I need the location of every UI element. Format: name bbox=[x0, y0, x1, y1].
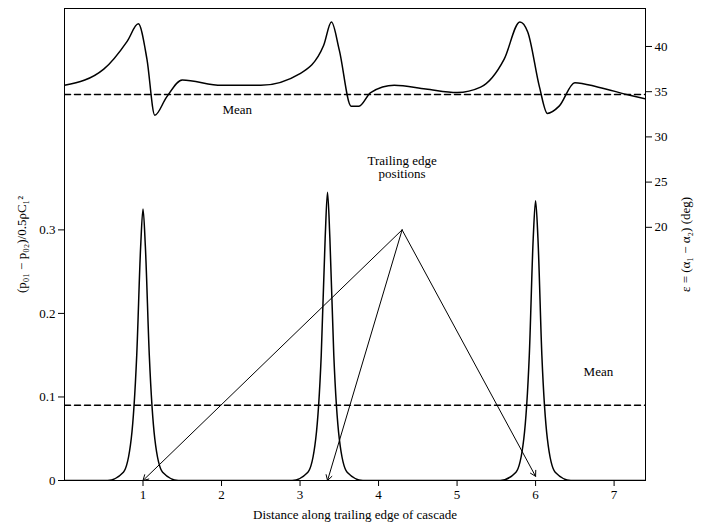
svg-text:30: 30 bbox=[655, 129, 668, 144]
svg-text:ε = (α₁ − α₂) (deg): ε = (α₁ − α₂) (deg) bbox=[678, 197, 693, 292]
svg-text:0: 0 bbox=[49, 473, 56, 488]
svg-text:Mean: Mean bbox=[584, 364, 614, 379]
svg-text:1: 1 bbox=[140, 487, 147, 502]
svg-text:2: 2 bbox=[218, 487, 225, 502]
svg-text:0.1: 0.1 bbox=[39, 389, 55, 404]
svg-text:0.2: 0.2 bbox=[39, 306, 55, 321]
svg-text:Trailing edgepositions: Trailing edgepositions bbox=[367, 153, 436, 181]
svg-text:3: 3 bbox=[297, 487, 304, 502]
svg-text:20: 20 bbox=[655, 219, 668, 234]
svg-text:5: 5 bbox=[454, 487, 461, 502]
svg-text:35: 35 bbox=[655, 84, 668, 99]
svg-text:4: 4 bbox=[375, 487, 382, 502]
svg-text:25: 25 bbox=[655, 174, 668, 189]
svg-text:7: 7 bbox=[611, 487, 618, 502]
svg-text:Distance along trailing edge o: Distance along trailing edge of cascade bbox=[253, 507, 457, 522]
svg-text:(p₀₁ − p₀₂)/0.5ρC₁²: (p₀₁ − p₀₂)/0.5ρC₁² bbox=[14, 196, 29, 293]
svg-text:Mean: Mean bbox=[222, 102, 252, 117]
svg-text:6: 6 bbox=[532, 487, 539, 502]
svg-text:0.3: 0.3 bbox=[39, 222, 55, 237]
svg-text:40: 40 bbox=[655, 39, 668, 54]
